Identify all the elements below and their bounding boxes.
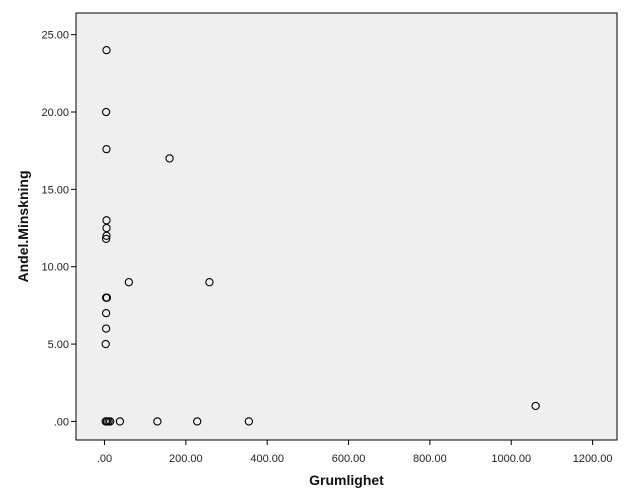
data-point [124,278,134,287]
data-point [153,417,162,426]
data-point [193,417,202,426]
data-point [101,324,111,333]
y-axis-title: Andel.Minskning [15,171,31,283]
data-point [165,154,174,163]
x-axis-title: Grumlighet [309,472,384,488]
data-point [102,45,111,55]
y-tick-label: 10.00 [41,262,69,274]
data-point [101,308,111,318]
y-tick-label: 25.00 [41,30,69,42]
x-tick-label: 1000.00 [491,453,531,465]
data-point [102,144,111,154]
plot-area [75,12,618,441]
x-tick-label: .00 [97,453,112,465]
x-tick-label: 1200.00 [573,453,613,465]
y-tick-label: .00 [54,416,69,428]
x-tick-label: 400.00 [250,453,284,465]
x-tick-label: 600.00 [332,453,366,465]
x-tick-label: 200.00 [169,453,203,465]
data-point [115,417,125,426]
x-tick-label: 800.00 [413,453,447,465]
data-point [531,401,540,411]
y-tick-label: 15.00 [41,184,69,196]
data-point [244,417,254,426]
axes: .00 200.00 400.00 600.00 800.00 1000.00 1200.0… [41,30,612,465]
data-point [101,234,111,244]
data-point [101,339,110,349]
data-points [101,45,540,426]
data-point [102,293,112,302]
y-tick-label: 5.00 [48,339,69,351]
data-point [102,231,111,240]
data-point [106,417,115,426]
y-tick-label: 20.00 [41,107,69,119]
data-point [205,278,214,287]
data-point [101,107,111,117]
